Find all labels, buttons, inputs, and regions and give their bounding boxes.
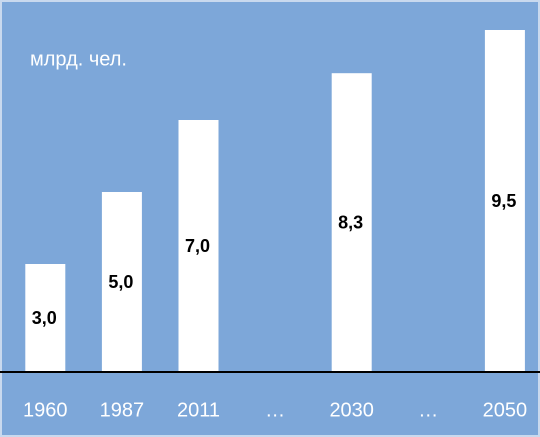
x-tick-label: 1987 xyxy=(100,399,145,421)
bar xyxy=(25,264,66,372)
value-label: 8,3 xyxy=(338,212,363,232)
value-label: 3,0 xyxy=(32,308,57,328)
x-tick-label: 1960 xyxy=(23,399,68,421)
bar xyxy=(331,73,372,372)
bar xyxy=(101,192,142,372)
value-label: 9,5 xyxy=(491,191,516,211)
x-tick-label: 2011 xyxy=(177,399,220,421)
x-tick-label: 2030 xyxy=(329,399,374,421)
x-tick-label: … xyxy=(265,399,285,421)
x-tick-label: … xyxy=(418,399,438,421)
y-axis-label: млрд. чел. xyxy=(30,48,127,70)
value-label: 5,0 xyxy=(108,272,133,292)
bar xyxy=(178,120,219,372)
value-label: 7,0 xyxy=(185,236,210,256)
bar xyxy=(484,30,525,372)
x-tick-label: 2050 xyxy=(483,399,528,421)
